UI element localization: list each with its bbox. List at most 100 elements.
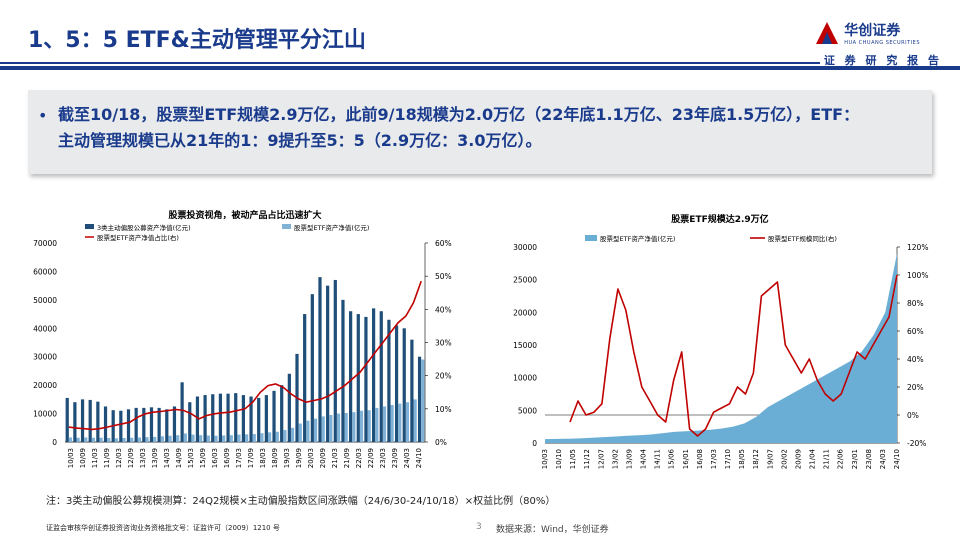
x-tick-label: 23/03 (379, 448, 387, 468)
bar-active (349, 311, 353, 442)
chart-title: 股票投资视角，被动产品占比迅速扩大 (168, 209, 321, 221)
bar-active (188, 402, 192, 442)
x-tick-label: 10/03 (67, 448, 75, 468)
x-tick-label: 22/03 (355, 448, 363, 468)
company-logo: 华创证券 HUA CHUANG SECURITIES (816, 20, 920, 46)
x-tick-label: 15/06 (668, 448, 676, 469)
bar-etf (405, 402, 410, 442)
x-tick-label: 12/03 (115, 448, 123, 468)
license-text: 证监会审核华创证券投资咨询业务资格批文号：证监许可（2009）1210 号 (46, 524, 280, 532)
x-tick-label: 13/02 (611, 449, 619, 469)
bar-etf (245, 434, 249, 442)
bar-etf (176, 435, 180, 442)
right-tick-label: 100% (907, 271, 928, 280)
bar-active (119, 410, 123, 442)
bar-etf (298, 423, 302, 442)
x-tick-label: 22/09 (367, 448, 375, 468)
logo-mark-icon (816, 22, 839, 44)
footnote: 注：3类主动偏股公募规模测算：24Q2规模×主动偏股指数区间涨跌幅（24/6/3… (46, 496, 556, 507)
x-tick-label: 20/09 (319, 448, 327, 468)
bar-active (65, 397, 69, 442)
bar-active (310, 294, 314, 442)
bar-active (88, 399, 92, 442)
right-tick-label: 20% (907, 383, 924, 392)
bar-active (394, 325, 399, 442)
bar-active (341, 299, 345, 442)
legend-label-ratio: 股票型ETF资产净值占比(右) (97, 233, 179, 242)
bar-etf (183, 433, 187, 442)
bar-etf (321, 416, 325, 442)
bar-etf (344, 413, 348, 442)
x-tick-label: 21/11 (823, 449, 831, 469)
bar-active (379, 311, 383, 442)
bar-etf (91, 437, 96, 442)
left-tick-label: 20000 (33, 381, 57, 390)
report-tag: 证 券 研 究 报 告 (823, 54, 942, 67)
page-number: 3 (476, 522, 482, 532)
x-tick-label: 23/09 (391, 448, 399, 468)
bar-active (165, 409, 169, 442)
x-tick-label: 14/03 (163, 448, 171, 468)
bar-active (234, 393, 238, 442)
right-tick-label: 0% (435, 438, 447, 447)
line-ratio (68, 280, 422, 431)
page-title: 1、5：5 ETF&主动管理平分江山 (28, 28, 366, 53)
area-etf (545, 253, 897, 443)
bar-etf (114, 438, 119, 442)
right-tick-label: 80% (907, 299, 924, 308)
left-tick-label: 30000 (33, 353, 57, 362)
x-tick-label: 13/09 (625, 449, 633, 469)
summary-box: • 截至10/18，股票型ETF规模2.9万亿，此前9/18规模为2.0万亿（2… (28, 90, 932, 174)
bar-active (157, 407, 161, 442)
right-tick-label: 10% (435, 405, 452, 414)
header-rule-thin (0, 62, 820, 64)
bar-active (280, 385, 284, 442)
data-source: 数据来源：Wind，华创证券 (496, 525, 609, 535)
x-tick-label: 17/03 (710, 449, 718, 469)
summary-text: 截至10/18，股票型ETF规模2.9万亿，此前9/18规模为2.0万亿（22年… (58, 102, 922, 154)
x-tick-label: 19/09 (295, 448, 303, 468)
x-tick-label: 20/03 (307, 448, 315, 468)
bar-etf (260, 433, 264, 442)
x-tick-label: 10/09 (79, 448, 87, 468)
x-tick-label: 17/09 (247, 448, 255, 468)
right-tick-label: 40% (907, 355, 924, 364)
left-tick-label: 40000 (33, 324, 57, 333)
bar-etf (153, 436, 157, 442)
bar-etf (68, 437, 73, 442)
x-tick-label: 17/10 (724, 449, 732, 469)
right-tick-label: 120% (907, 243, 928, 252)
left-tick-label: 5000 (518, 406, 537, 415)
bar-etf (375, 407, 379, 442)
left-tick-label: 20000 (513, 308, 537, 317)
bar-active (195, 396, 200, 442)
bar-etf (107, 438, 111, 442)
x-tick-label: 15/03 (187, 448, 195, 468)
bar-active (410, 339, 414, 442)
left-tick-label: 10000 (513, 374, 537, 383)
bar-active (402, 328, 406, 442)
x-tick-label: 18/09 (271, 448, 279, 468)
x-tick-label: 14/09 (175, 448, 183, 468)
x-tick-label: 23/08 (865, 449, 873, 469)
bar-etf (252, 434, 256, 442)
bar-active (272, 390, 276, 442)
bar-active (303, 314, 307, 442)
bar-active (371, 308, 376, 442)
x-tick-label: 24/03 (879, 449, 887, 469)
right-tick-label: 60% (907, 327, 924, 336)
legend-label-etf: 股票型ETF资产净值(亿元) (294, 223, 369, 232)
bar-etf (329, 414, 333, 442)
bar-active (211, 394, 215, 442)
bar-etf (290, 427, 295, 442)
x-tick-label: 16/08 (696, 449, 704, 469)
right-tick-label: 60% (435, 239, 452, 248)
x-tick-label: 13/09 (151, 448, 159, 468)
x-tick-label: 11/12 (583, 449, 591, 469)
bar-active (241, 395, 245, 442)
bar-active (142, 407, 146, 442)
bar-active (203, 395, 207, 442)
left-tick-label: 0 (52, 438, 57, 447)
bar-active (180, 382, 184, 442)
